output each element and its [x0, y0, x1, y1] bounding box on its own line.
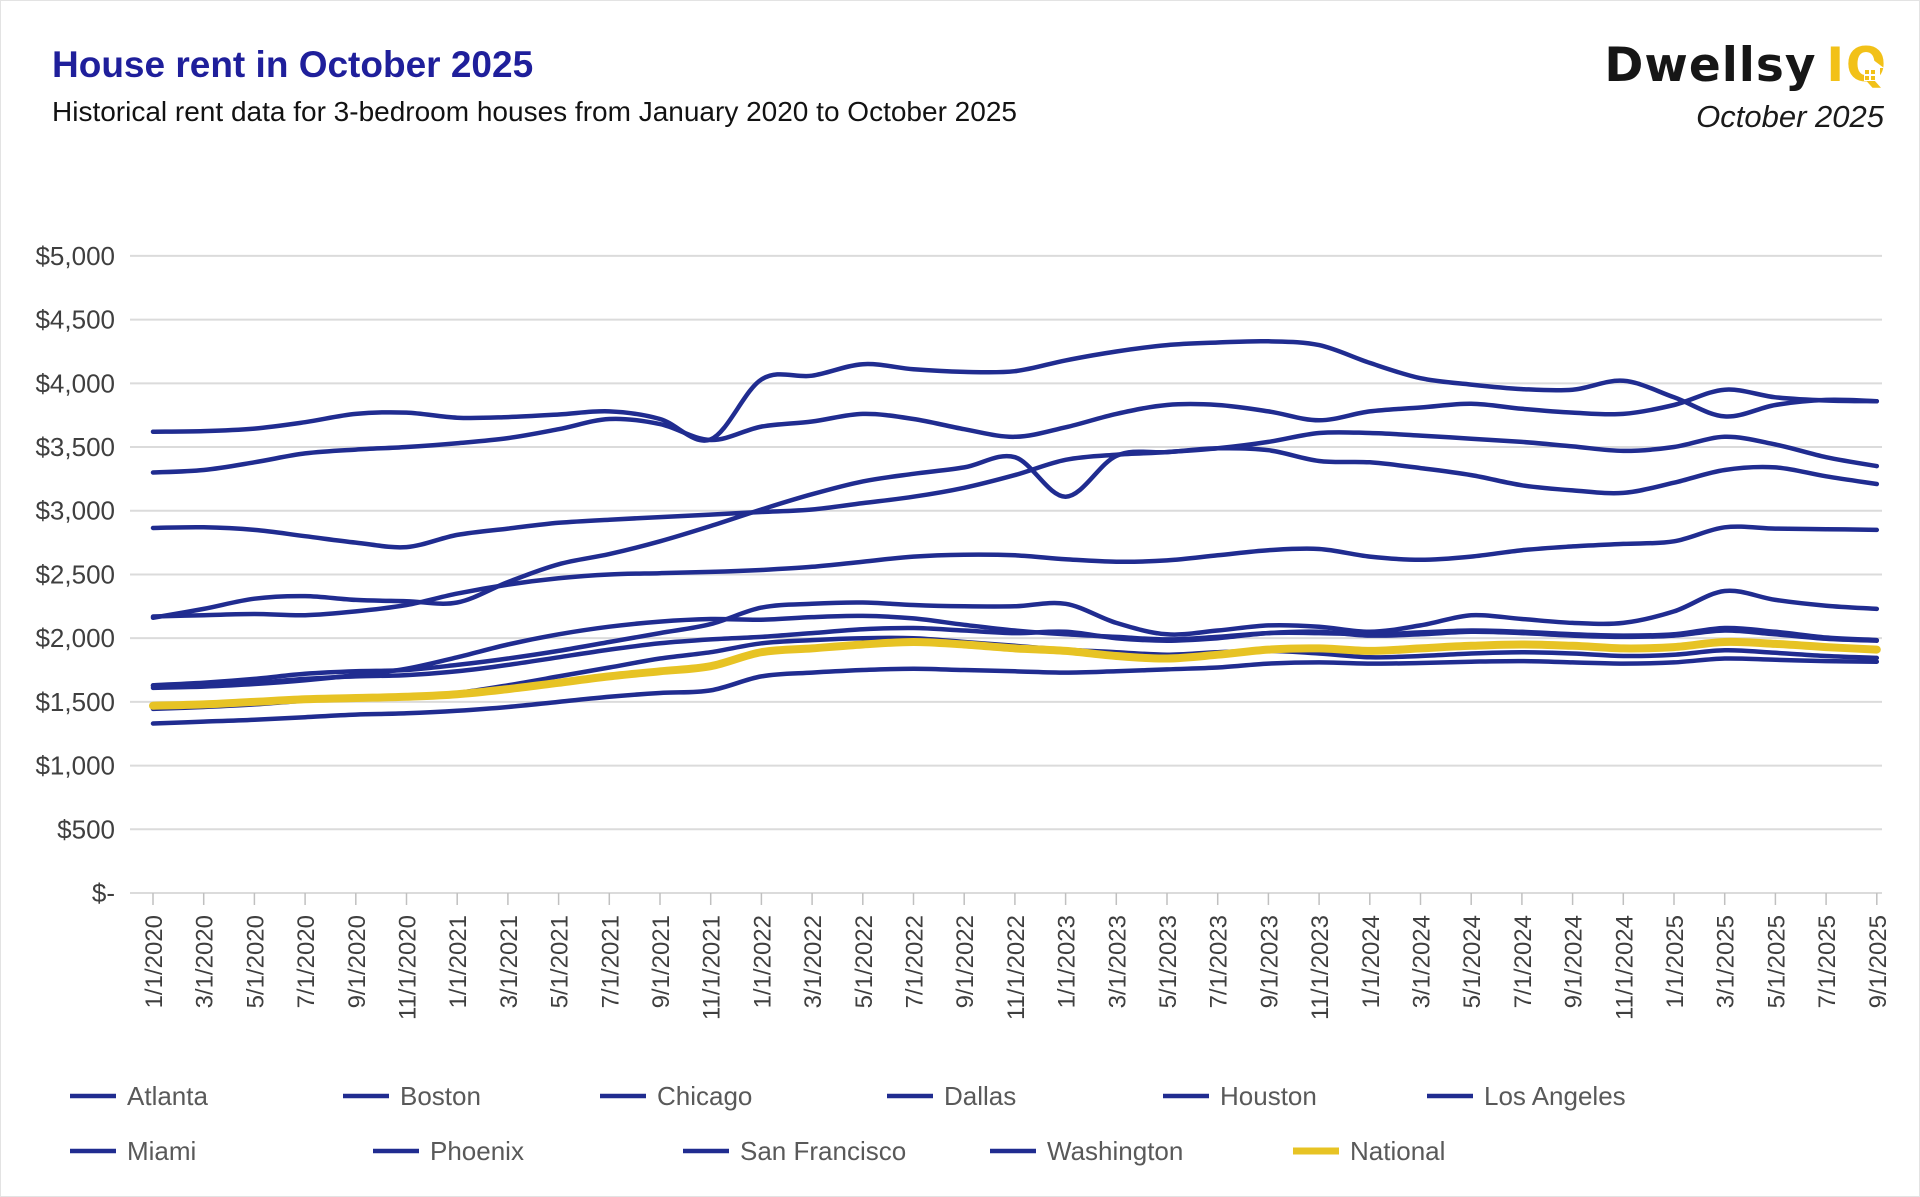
brand-iq-mark: IQ — [1826, 38, 1888, 93]
x-axis-label: 7/1/2024 — [1510, 915, 1537, 1008]
x-axis-label: 7/1/2022 — [902, 915, 929, 1008]
brand-logo: Dwellsy IQ October 2025 — [1604, 38, 1888, 135]
x-axis-label: 7/1/2021 — [597, 915, 624, 1008]
x-axis-label: 5/1/2021 — [547, 915, 574, 1008]
legend-label-chicago: Chicago — [657, 1081, 752, 1111]
x-axis-label: 3/1/2023 — [1104, 915, 1131, 1008]
legend-label-miami: Miami — [127, 1136, 196, 1166]
legend-label-los-angeles: Los Angeles — [1484, 1081, 1626, 1111]
y-axis-label: $- — [92, 878, 115, 908]
x-axis-label: 5/1/2022 — [851, 915, 878, 1008]
report-date: October 2025 — [1696, 99, 1884, 134]
x-axis-label: 7/1/2025 — [1814, 915, 1841, 1008]
x-axis-label: 5/1/2023 — [1155, 915, 1182, 1008]
x-axis-label: 9/1/2025 — [1865, 915, 1892, 1008]
series-line-chicago — [150, 588, 1880, 688]
x-axis-label: 7/1/2020 — [293, 915, 320, 1008]
series-line-los-angeles — [150, 338, 1880, 443]
x-axis-label: 9/1/2024 — [1561, 915, 1588, 1008]
y-axis-label: $1,500 — [35, 687, 115, 717]
legend-label-national: National — [1350, 1136, 1445, 1166]
brand-wordmark: Dwellsy IQ — [1604, 38, 1888, 93]
legend-label-boston: Boston — [400, 1081, 481, 1111]
y-axis-label: $3,000 — [35, 496, 115, 526]
y-axis-label: $2,000 — [35, 623, 115, 653]
x-axis-label: 11/1/2024 — [1611, 915, 1638, 1020]
y-axis-label: $1,000 — [35, 751, 115, 781]
x-axis-label: 11/1/2021 — [699, 915, 726, 1020]
page-title: House rent in October 2025 — [52, 44, 534, 85]
x-axis-label: 7/1/2023 — [1206, 915, 1233, 1008]
series-line-national — [149, 637, 1881, 710]
series-line-miami — [150, 429, 1880, 621]
x-axis-label: 1/1/2023 — [1054, 915, 1081, 1008]
series-line-boston — [150, 445, 1880, 550]
x-axis-label: 3/1/2021 — [496, 915, 523, 1008]
x-axis-label: 11/1/2023 — [1307, 915, 1334, 1020]
brand-name: Dwellsy — [1604, 38, 1817, 93]
x-axis-label: 9/1/2022 — [952, 915, 979, 1008]
x-axis-label: 3/1/2025 — [1713, 915, 1740, 1008]
x-axis-label: 5/1/2020 — [242, 915, 269, 1008]
series-line-houston — [150, 656, 1880, 726]
x-axis-label: 9/1/2023 — [1256, 915, 1283, 1008]
legend-label-phoenix: Phoenix — [430, 1136, 524, 1166]
legend-label-houston: Houston — [1220, 1081, 1317, 1111]
y-axis-label: $5,000 — [35, 241, 115, 271]
x-axis-label: 1/1/2022 — [749, 915, 776, 1008]
house-icon — [1860, 59, 1884, 84]
x-axis-label: 5/1/2025 — [1763, 915, 1790, 1008]
y-axis-label: $3,500 — [35, 432, 115, 462]
y-axis-label: $4,500 — [35, 305, 115, 335]
x-axis-label: 1/1/2021 — [445, 915, 472, 1008]
legend-label-san-francisco: San Francisco — [740, 1136, 906, 1166]
x-axis-label: 5/1/2024 — [1459, 915, 1486, 1008]
page-subtitle: Historical rent data for 3-bedroom house… — [52, 96, 1017, 127]
series-line-san-francisco — [150, 387, 1880, 475]
x-axis-label: 11/1/2020 — [395, 915, 422, 1020]
x-axis-label: 11/1/2022 — [1003, 915, 1030, 1020]
y-axis-label: $4,000 — [35, 368, 115, 398]
x-axis-label: 9/1/2020 — [344, 915, 371, 1008]
x-axis-label: 3/1/2020 — [192, 915, 219, 1008]
legend-label-atlanta: Atlanta — [127, 1081, 208, 1111]
x-axis-label: 3/1/2024 — [1409, 915, 1436, 1008]
legend-label-dallas: Dallas — [944, 1081, 1016, 1111]
x-axis-label: 3/1/2022 — [800, 915, 827, 1008]
y-axis-label: $2,500 — [35, 559, 115, 589]
legend-label-washington: Washington — [1047, 1136, 1183, 1166]
x-axis-label: 1/1/2024 — [1358, 915, 1385, 1008]
x-axis-label: 1/1/2020 — [141, 915, 168, 1008]
series-line-washington — [150, 524, 1880, 619]
x-axis-label: 1/1/2025 — [1662, 915, 1689, 1008]
series-line-phoenix — [150, 613, 1880, 691]
y-axis-label: $500 — [57, 814, 115, 844]
x-axis-label: 9/1/2021 — [648, 915, 675, 1008]
